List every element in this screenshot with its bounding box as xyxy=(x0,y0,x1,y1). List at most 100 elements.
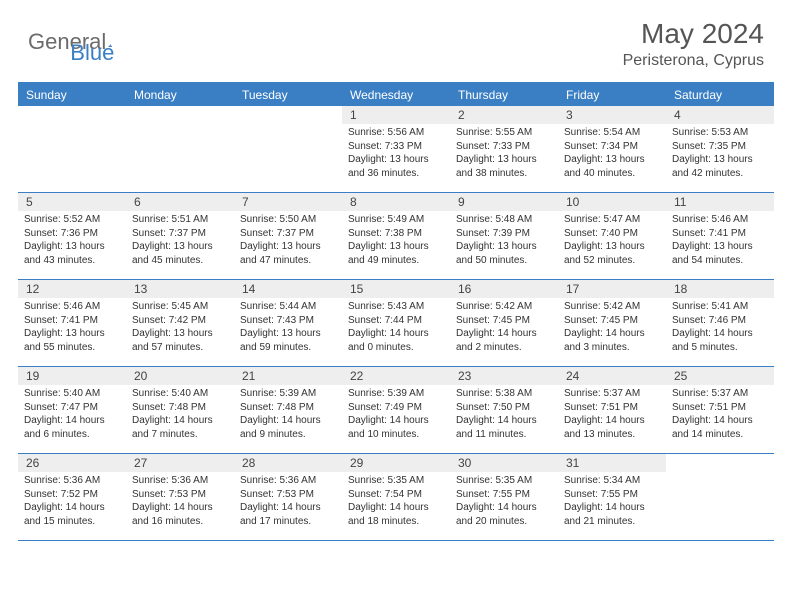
day-line: Sunrise: 5:36 AM xyxy=(24,474,120,488)
day-line: Sunset: 7:50 PM xyxy=(456,401,552,415)
day-detail: Sunrise: 5:46 AMSunset: 7:41 PMDaylight:… xyxy=(18,298,126,358)
page-header: General Blue May 2024 Peristerona, Cypru… xyxy=(0,0,792,78)
day-line: Sunset: 7:34 PM xyxy=(564,140,660,154)
day-line: Sunrise: 5:45 AM xyxy=(132,300,228,314)
day-detail: Sunrise: 5:42 AMSunset: 7:45 PMDaylight:… xyxy=(450,298,558,358)
day-cell: 23Sunrise: 5:38 AMSunset: 7:50 PMDayligh… xyxy=(450,367,558,453)
day-line: and 59 minutes. xyxy=(240,341,336,355)
day-detail: Sunrise: 5:37 AMSunset: 7:51 PMDaylight:… xyxy=(666,385,774,445)
day-line: and 11 minutes. xyxy=(456,428,552,442)
day-number: 1 xyxy=(342,106,450,124)
day-detail: Sunrise: 5:44 AMSunset: 7:43 PMDaylight:… xyxy=(234,298,342,358)
day-number: 17 xyxy=(558,280,666,298)
day-line: Daylight: 13 hours xyxy=(132,240,228,254)
week-row: 1Sunrise: 5:56 AMSunset: 7:33 PMDaylight… xyxy=(18,106,774,193)
day-line: Sunset: 7:36 PM xyxy=(24,227,120,241)
day-cell: 12Sunrise: 5:46 AMSunset: 7:41 PMDayligh… xyxy=(18,280,126,366)
day-detail: Sunrise: 5:35 AMSunset: 7:54 PMDaylight:… xyxy=(342,472,450,532)
day-cell: 14Sunrise: 5:44 AMSunset: 7:43 PMDayligh… xyxy=(234,280,342,366)
day-number: 19 xyxy=(18,367,126,385)
day-cell: 11Sunrise: 5:46 AMSunset: 7:41 PMDayligh… xyxy=(666,193,774,279)
day-line: Sunrise: 5:42 AM xyxy=(564,300,660,314)
day-line: and 54 minutes. xyxy=(672,254,768,268)
day-cell: 8Sunrise: 5:49 AMSunset: 7:38 PMDaylight… xyxy=(342,193,450,279)
day-number: 20 xyxy=(126,367,234,385)
day-line: Sunrise: 5:40 AM xyxy=(132,387,228,401)
day-line: and 42 minutes. xyxy=(672,167,768,181)
day-cell xyxy=(666,454,774,540)
day-line: Daylight: 13 hours xyxy=(564,153,660,167)
day-line: and 15 minutes. xyxy=(24,515,120,529)
day-cell: 18Sunrise: 5:41 AMSunset: 7:46 PMDayligh… xyxy=(666,280,774,366)
day-cell: 19 Sunrise: 5:40 AMSunset: 7:47 PMDayligh… xyxy=(18,367,126,453)
day-line: Sunset: 7:33 PM xyxy=(456,140,552,154)
day-number xyxy=(18,106,126,124)
day-cell: 7Sunrise: 5:50 AMSunset: 7:37 PMDaylight… xyxy=(234,193,342,279)
day-line: Sunrise: 5:53 AM xyxy=(672,126,768,140)
day-detail: Sunrise: 5:49 AMSunset: 7:38 PMDaylight:… xyxy=(342,211,450,271)
day-line: and 6 minutes. xyxy=(24,428,120,442)
day-cell xyxy=(18,106,126,192)
day-line: Daylight: 14 hours xyxy=(672,414,768,428)
day-detail: Sunrise: 5:41 AMSunset: 7:46 PMDaylight:… xyxy=(666,298,774,358)
day-detail: Sunrise: 5:54 AMSunset: 7:34 PMDaylight:… xyxy=(558,124,666,184)
day-line: Daylight: 13 hours xyxy=(564,240,660,254)
day-detail: Sunrise: 5:40 AMSunset: 7:48 PMDaylight:… xyxy=(126,385,234,445)
day-line: Daylight: 14 hours xyxy=(132,501,228,515)
day-line: Daylight: 14 hours xyxy=(348,327,444,341)
day-line: Sunset: 7:37 PM xyxy=(132,227,228,241)
day-line: Daylight: 14 hours xyxy=(240,501,336,515)
day-number: 31 xyxy=(558,454,666,472)
day-number: 24 xyxy=(558,367,666,385)
day-header: Monday xyxy=(126,84,234,106)
day-line: Sunrise: 5:52 AM xyxy=(24,213,120,227)
day-cell: 10Sunrise: 5:47 AMSunset: 7:40 PMDayligh… xyxy=(558,193,666,279)
day-number: 30 xyxy=(450,454,558,472)
day-line: Sunrise: 5:38 AM xyxy=(456,387,552,401)
day-detail: Sunrise: 5:52 AMSunset: 7:36 PMDaylight:… xyxy=(18,211,126,271)
day-line: Sunset: 7:47 PM xyxy=(24,401,120,415)
day-line: Sunset: 7:55 PM xyxy=(456,488,552,502)
day-number: 2 xyxy=(450,106,558,124)
day-line: Sunset: 7:51 PM xyxy=(672,401,768,415)
day-line: Sunrise: 5:36 AM xyxy=(240,474,336,488)
week-row: 5Sunrise: 5:52 AMSunset: 7:36 PMDaylight… xyxy=(18,193,774,280)
day-cell: 31Sunrise: 5:34 AMSunset: 7:55 PMDayligh… xyxy=(558,454,666,540)
day-line: Sunrise: 5:40 AM xyxy=(24,387,120,401)
day-line: and 43 minutes. xyxy=(24,254,120,268)
day-number: 4 xyxy=(666,106,774,124)
day-line: and 3 minutes. xyxy=(564,341,660,355)
day-number: 23 xyxy=(450,367,558,385)
day-number: 16 xyxy=(450,280,558,298)
day-line: Sunset: 7:53 PM xyxy=(132,488,228,502)
day-line: Daylight: 14 hours xyxy=(24,414,120,428)
day-line: and 21 minutes. xyxy=(564,515,660,529)
day-number xyxy=(234,106,342,124)
day-line: Sunset: 7:39 PM xyxy=(456,227,552,241)
day-number: 9 xyxy=(450,193,558,211)
day-number: 22 xyxy=(342,367,450,385)
brand-logo: General Blue xyxy=(28,18,114,66)
day-number: 5 xyxy=(18,193,126,211)
day-cell: 30Sunrise: 5:35 AMSunset: 7:55 PMDayligh… xyxy=(450,454,558,540)
day-line: and 2 minutes. xyxy=(456,341,552,355)
day-number: 10 xyxy=(558,193,666,211)
day-header: Tuesday xyxy=(234,84,342,106)
day-line: Sunset: 7:52 PM xyxy=(24,488,120,502)
day-header: Wednesday xyxy=(342,84,450,106)
day-detail: Sunrise: 5:51 AMSunset: 7:37 PMDaylight:… xyxy=(126,211,234,271)
day-line: and 10 minutes. xyxy=(348,428,444,442)
day-line: Sunrise: 5:34 AM xyxy=(564,474,660,488)
day-line: Sunrise: 5:46 AM xyxy=(672,213,768,227)
day-line: Daylight: 14 hours xyxy=(672,327,768,341)
day-line: Sunset: 7:49 PM xyxy=(348,401,444,415)
day-detail: Sunrise: 5:38 AMSunset: 7:50 PMDaylight:… xyxy=(450,385,558,445)
day-line: Daylight: 13 hours xyxy=(672,153,768,167)
day-line: Sunrise: 5:51 AM xyxy=(132,213,228,227)
day-line: Daylight: 14 hours xyxy=(132,414,228,428)
day-detail: Sunrise: 5:47 AMSunset: 7:40 PMDaylight:… xyxy=(558,211,666,271)
day-line: Sunset: 7:48 PM xyxy=(240,401,336,415)
day-detail: Sunrise: 5:43 AMSunset: 7:44 PMDaylight:… xyxy=(342,298,450,358)
day-detail: Sunrise: 5:53 AMSunset: 7:35 PMDaylight:… xyxy=(666,124,774,184)
day-cell: 9Sunrise: 5:48 AMSunset: 7:39 PMDaylight… xyxy=(450,193,558,279)
